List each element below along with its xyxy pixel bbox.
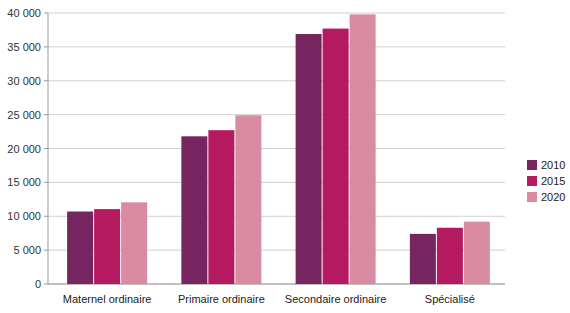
grid-line — [48, 80, 505, 81]
tick-mark — [44, 46, 48, 47]
tick-label: 5 000 — [13, 244, 41, 256]
category-label: Maternel ordinaire — [63, 293, 152, 305]
legend-swatch — [527, 192, 537, 202]
tick-mark — [44, 13, 48, 14]
bars — [67, 14, 490, 284]
tick-label: 10 000 — [7, 210, 41, 222]
bar — [437, 228, 463, 284]
tick-label: 15 000 — [7, 176, 41, 188]
grid-line — [48, 46, 505, 47]
tick-label: 0 — [35, 278, 41, 290]
chart: 0 5 000 10 000 15 000 20 000 25 000 30 000 35 0… — [0, 0, 570, 313]
tick-label: 40 000 — [7, 7, 41, 19]
tick-mark — [44, 114, 48, 115]
legend-label: 2010 — [541, 159, 565, 171]
tick-label: 25 000 — [7, 109, 41, 121]
bar — [296, 34, 322, 284]
bar — [208, 130, 234, 284]
tick-mark — [44, 284, 48, 285]
category-label: Primaire ordinaire — [178, 293, 265, 305]
bar — [67, 212, 93, 284]
bar — [121, 202, 147, 284]
legend-swatch — [527, 176, 537, 186]
category-label: Secondaire ordinaire — [285, 293, 387, 305]
tick-label: 20 000 — [7, 143, 41, 155]
tick-mark — [44, 182, 48, 183]
bar — [464, 222, 490, 284]
bar — [323, 29, 349, 284]
grid-line — [48, 148, 505, 149]
legend: 2010 2015 2020 — [527, 159, 565, 203]
bar — [350, 14, 376, 284]
grid-line — [48, 13, 505, 14]
y-axis — [48, 13, 49, 284]
tick-mark — [44, 148, 48, 149]
tick-mark — [44, 80, 48, 81]
tick-label: 35 000 — [7, 41, 41, 53]
grid-line — [48, 114, 505, 115]
grid-line — [48, 182, 505, 183]
legend-label: 2020 — [541, 191, 565, 203]
bar — [410, 234, 436, 284]
legend-label: 2015 — [541, 175, 565, 187]
bar — [181, 136, 207, 284]
bar — [235, 115, 261, 284]
legend-swatch — [527, 160, 537, 170]
category-label: Spécialisé — [425, 293, 475, 305]
tick-label: 30 000 — [7, 75, 41, 87]
bar — [94, 209, 120, 284]
tick-mark — [44, 250, 48, 251]
tick-mark — [44, 216, 48, 217]
